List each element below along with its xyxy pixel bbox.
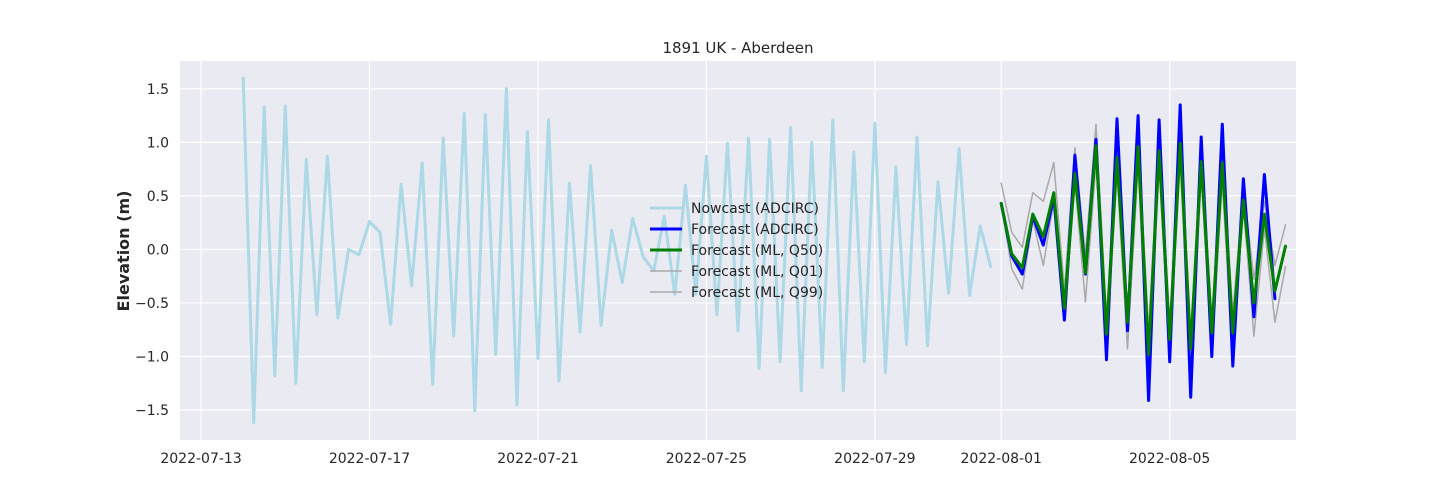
y-axis-label: Elevation (m): [114, 191, 133, 312]
y-tick-label: −0.5: [135, 296, 169, 312]
series-line-2: [999, 141, 1287, 356]
x-tick-label: 2022-07-29: [834, 451, 915, 467]
series-line-0: [241, 76, 993, 425]
legend-label: Forecast (ADCIRC): [691, 222, 819, 238]
legend-label: Forecast (ML, Q99): [691, 285, 823, 301]
y-tick-label: 0.5: [147, 189, 169, 205]
x-tick-label: 2022-08-01: [961, 451, 1042, 467]
y-tick-label: −1.0: [135, 349, 169, 365]
y-tick-label: 1.0: [147, 135, 169, 151]
chart-title: 1891 UK - Aberdeen: [662, 39, 813, 57]
legend-label: Forecast (ML, Q01): [691, 264, 823, 280]
x-tick-label: 2022-08-05: [1129, 451, 1210, 467]
legend: Nowcast (ADCIRC) Forecast (ADCIRC) Forecas…: [650, 201, 823, 301]
y-tick-label: −1.5: [135, 403, 169, 419]
x-tick-label: 2022-07-17: [329, 451, 410, 467]
x-tick-label: 2022-07-13: [160, 451, 241, 467]
x-axis-ticks: 2022-07-13 2022-07-17 2022-07-21 2022-07-25…: [160, 451, 1210, 467]
series-layer: [241, 76, 1287, 425]
x-tick-label: 2022-07-25: [666, 451, 747, 467]
x-tick-label: 2022-07-21: [497, 451, 578, 467]
legend-label: Forecast (ML, Q50): [691, 243, 823, 259]
y-tick-label: 1.5: [147, 82, 169, 98]
y-tick-label: 0.0: [147, 242, 169, 258]
legend-label: Nowcast (ADCIRC): [691, 201, 819, 217]
y-axis-ticks: −1.5 −1.0 −0.5 0.0 0.5 1.0 1.5: [135, 82, 169, 419]
